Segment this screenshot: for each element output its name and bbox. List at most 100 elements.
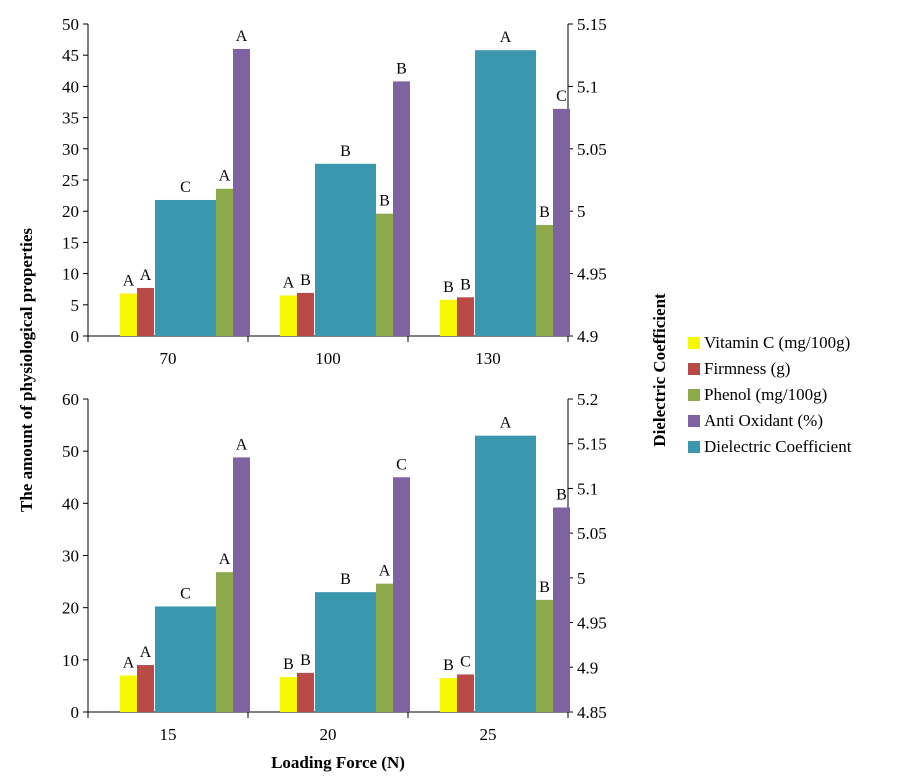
x-tick-label: 70 [160, 349, 177, 368]
legend: Vitamin C (mg/100g) Firmness (g) Phenol … [688, 330, 851, 460]
right-tick-label: 5.15 [577, 435, 607, 454]
left-axis-title: The amount of physiological properties [17, 228, 36, 512]
right-tick-label: 5 [577, 569, 586, 588]
bar-letter-label: B [379, 193, 390, 210]
bar [440, 299, 457, 336]
bar [536, 224, 553, 336]
bar-letter-label: B [539, 579, 550, 596]
bar-letter-label: B [340, 143, 351, 160]
bar [475, 435, 536, 712]
left-tick-label: 50 [62, 15, 79, 34]
left-tick-label: 15 [62, 233, 79, 252]
bar-letter-label: A [236, 436, 248, 453]
legend-label-phenol: Phenol (mg/100g) [704, 385, 828, 404]
bar-letter-label: A [219, 168, 231, 185]
bar-letter-label: A [140, 267, 152, 284]
legend-label-dielectric: Dielectric Coefficient [704, 437, 852, 456]
bar [155, 199, 216, 336]
bar-letter-label: B [556, 487, 567, 504]
bar [233, 457, 250, 712]
bar [120, 675, 137, 712]
x-tick-label: 25 [480, 725, 497, 744]
left-tick-label: 45 [62, 46, 79, 65]
legend-item-vitamin-c: Vitamin C (mg/100g) [688, 330, 851, 356]
bar [376, 583, 393, 712]
left-tick-label: 30 [62, 547, 79, 566]
legend-swatch-vitamin-c [688, 337, 700, 349]
bar [297, 672, 314, 712]
bar [233, 48, 250, 337]
bar [315, 163, 376, 336]
bar-letter-label: A [123, 654, 135, 671]
bar-letter-label: C [460, 653, 471, 670]
right-tick-label: 5.1 [577, 77, 598, 96]
bar [137, 665, 154, 712]
bar [393, 477, 410, 712]
right-tick-label: 4.9 [577, 327, 598, 346]
right-tick-label: 5 [577, 202, 586, 221]
bar-letter-label: A [123, 273, 135, 290]
bar-letter-label: A [140, 644, 152, 661]
bar-letter-label: B [340, 571, 351, 588]
right-tick-label: 5.05 [577, 140, 607, 159]
right-tick-label: 5.15 [577, 15, 607, 34]
left-tick-label: 60 [62, 390, 79, 409]
bar [457, 674, 474, 712]
left-tick-label: 25 [62, 171, 79, 190]
bar [120, 293, 137, 336]
bar [280, 677, 297, 712]
bottom-chart-panel: 0 10 20 30 40 50 60 4.85 4.9 4.95 5 5.05 5.1 5.15 5.2 1… [62, 390, 607, 744]
bar [216, 572, 233, 712]
bar-letter-label: B [460, 276, 471, 293]
bar-letter-label: A [500, 415, 512, 432]
left-tick-label: 30 [62, 140, 79, 159]
bar-letter-label: C [180, 585, 191, 602]
x-tick-label: 20 [320, 725, 337, 744]
bar [553, 507, 570, 712]
bar [280, 295, 297, 336]
legend-label-firmness: Firmness (g) [704, 359, 791, 378]
x-axis-title: Loading Force (N) [271, 753, 405, 772]
left-tick-label: 10 [62, 265, 79, 284]
bar-letter-label: B [300, 272, 311, 289]
bar-letter-label: A [236, 28, 248, 45]
bar-letter-label: C [396, 456, 407, 473]
right-tick-label: 4.95 [577, 265, 607, 284]
legend-swatch-firmness [688, 363, 700, 375]
right-tick-label: 5.2 [577, 390, 598, 409]
legend-label-vitamin-c: Vitamin C (mg/100g) [704, 333, 851, 352]
bar [297, 292, 314, 336]
left-tick-label: 0 [71, 703, 80, 722]
top-chart-panel: 0 5 10 15 20 25 30 35 40 45 50 4.9 4.95 5 5.05 5.1 5.15 7… [62, 15, 607, 368]
bar-letter-label: B [539, 204, 550, 221]
right-tick-label: 4.95 [577, 614, 607, 633]
left-tick-label: 20 [62, 599, 79, 618]
bar-letter-label: B [300, 652, 311, 669]
bar-letter-label: B [443, 279, 454, 296]
bar [393, 81, 410, 337]
bar [216, 188, 233, 336]
bar [475, 50, 536, 336]
right-tick-label: 5.1 [577, 479, 598, 498]
bar-letter-label: A [219, 551, 231, 568]
right-tick-label: 5.05 [577, 524, 607, 543]
bar [315, 592, 376, 712]
right-tick-label: 4.85 [577, 703, 607, 722]
legend-swatch-anti-oxidant [688, 415, 700, 427]
bar [440, 678, 457, 712]
bar [553, 108, 570, 336]
legend-item-firmness: Firmness (g) [688, 356, 851, 382]
bar-letter-label: B [283, 656, 294, 673]
legend-item-dielectric: Dielectric Coefficient [688, 434, 851, 460]
legend-item-phenol: Phenol (mg/100g) [688, 382, 851, 408]
x-tick-label: 130 [475, 349, 501, 368]
left-tick-label: 10 [62, 651, 79, 670]
left-tick-label: 20 [62, 202, 79, 221]
legend-swatch-phenol [688, 389, 700, 401]
bar-letter-label: B [396, 60, 407, 77]
right-tick-label: 4.9 [577, 658, 598, 677]
bar [376, 213, 393, 336]
bar-letter-label: A [379, 563, 391, 580]
bar-letter-label: C [180, 179, 191, 196]
